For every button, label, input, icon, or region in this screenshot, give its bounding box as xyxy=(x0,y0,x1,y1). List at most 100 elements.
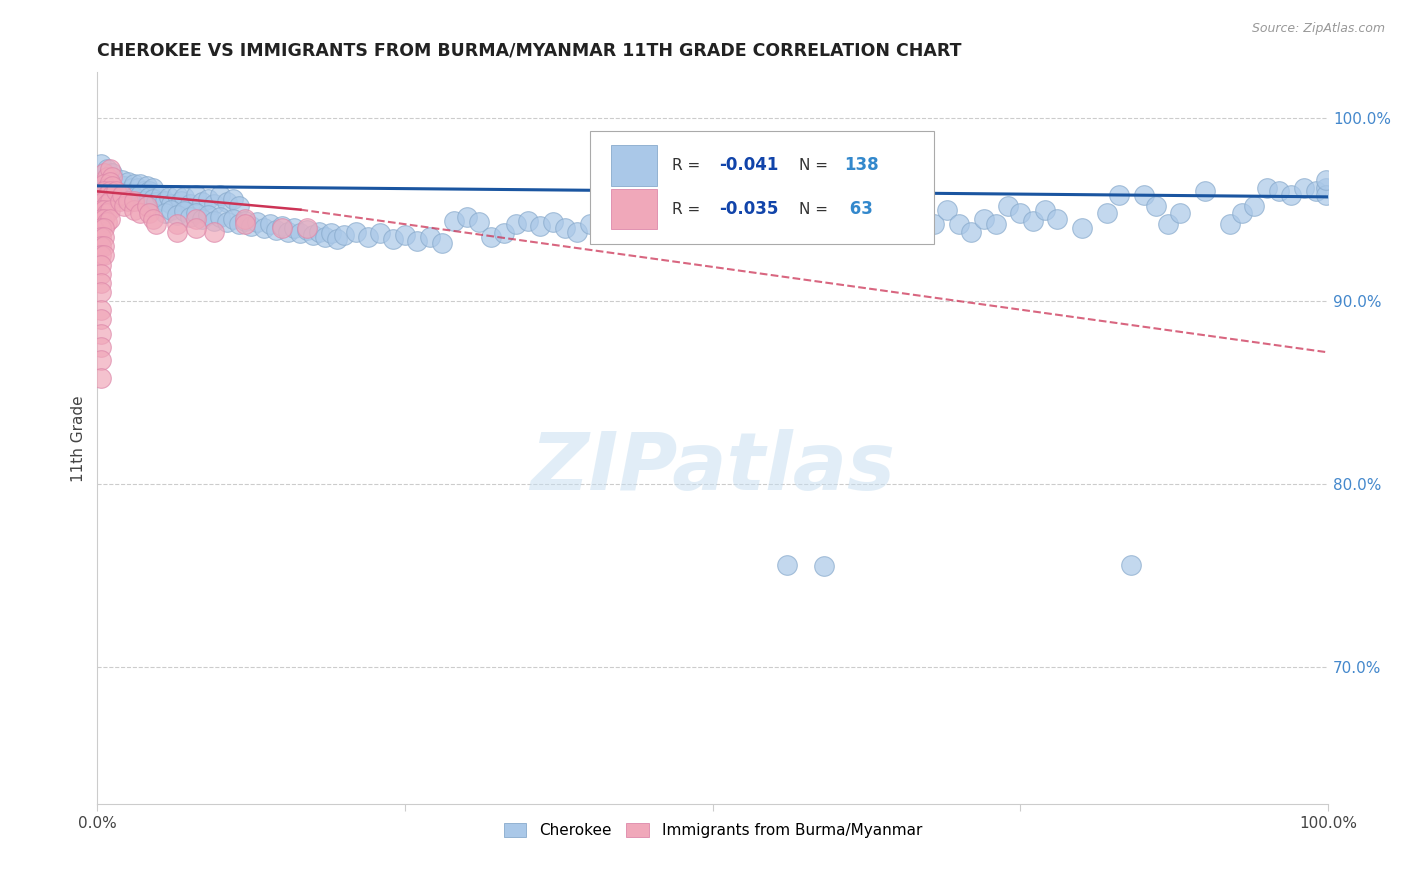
Text: ZIPatlas: ZIPatlas xyxy=(530,429,896,507)
Point xyxy=(233,213,256,227)
Point xyxy=(179,197,201,211)
Point xyxy=(129,188,152,202)
Point xyxy=(665,199,688,213)
Point xyxy=(108,180,131,194)
Point xyxy=(277,225,299,239)
Point xyxy=(419,230,441,244)
Text: N =: N = xyxy=(799,202,832,217)
Point xyxy=(145,188,167,202)
Point xyxy=(96,180,118,194)
Point xyxy=(179,210,201,224)
Point xyxy=(209,210,232,224)
Point xyxy=(290,227,312,241)
Point xyxy=(738,194,761,208)
Point xyxy=(264,223,287,237)
Point xyxy=(357,230,380,244)
Point xyxy=(96,162,118,177)
Point xyxy=(111,190,134,204)
Point xyxy=(166,188,188,202)
Point xyxy=(117,188,139,202)
Point xyxy=(90,239,112,253)
Point xyxy=(301,228,323,243)
Point xyxy=(1256,180,1278,194)
Point xyxy=(111,173,134,187)
Point xyxy=(479,230,502,244)
Point xyxy=(862,211,884,226)
Point xyxy=(184,206,207,220)
Point xyxy=(1033,202,1056,217)
Point xyxy=(1170,206,1192,220)
Point xyxy=(997,199,1019,213)
Point xyxy=(96,188,118,202)
FancyBboxPatch shape xyxy=(610,189,658,229)
Point xyxy=(142,211,165,226)
Point xyxy=(93,166,115,180)
Point xyxy=(112,178,135,193)
Point xyxy=(1315,180,1337,194)
Point xyxy=(90,221,112,235)
Point xyxy=(166,225,188,239)
Point xyxy=(93,211,115,226)
Point xyxy=(101,188,124,202)
Point xyxy=(166,217,188,231)
Point xyxy=(824,217,846,231)
Point xyxy=(96,169,118,184)
Point xyxy=(202,197,225,211)
Point xyxy=(308,225,330,239)
Point xyxy=(197,192,219,206)
Point xyxy=(1046,211,1069,226)
Point xyxy=(960,225,983,239)
Point xyxy=(813,559,835,574)
Point xyxy=(96,215,118,229)
Point xyxy=(430,235,453,250)
Point xyxy=(142,192,165,206)
Point xyxy=(101,178,124,193)
Point xyxy=(184,211,207,226)
Point xyxy=(96,197,118,211)
Point xyxy=(129,206,152,220)
Point xyxy=(1132,188,1154,202)
Point xyxy=(751,211,773,226)
Point xyxy=(222,192,245,206)
Point xyxy=(1292,180,1315,194)
Point xyxy=(90,202,112,217)
Point xyxy=(541,215,564,229)
Point xyxy=(170,194,193,208)
Point xyxy=(603,219,626,234)
Point xyxy=(93,230,115,244)
Point xyxy=(326,232,349,246)
Point xyxy=(103,178,125,193)
Point xyxy=(1095,206,1118,220)
Point xyxy=(108,194,131,208)
Point xyxy=(111,188,134,202)
Point xyxy=(93,177,115,191)
Point xyxy=(283,221,305,235)
Point xyxy=(98,162,121,177)
Point xyxy=(98,202,121,217)
Point xyxy=(173,204,195,219)
Point xyxy=(215,215,238,229)
Point xyxy=(90,327,112,342)
Point xyxy=(98,185,121,199)
Point xyxy=(184,188,207,202)
Point xyxy=(259,217,281,231)
Point xyxy=(101,169,124,184)
Point xyxy=(93,248,115,262)
Point xyxy=(849,225,872,239)
Point xyxy=(124,194,146,208)
Point xyxy=(1279,188,1302,202)
Point xyxy=(90,180,112,194)
Point xyxy=(689,188,711,202)
Point xyxy=(1071,221,1094,235)
Point xyxy=(93,175,115,189)
Point xyxy=(90,258,112,272)
Point xyxy=(1243,199,1265,213)
Point xyxy=(1022,213,1045,227)
Point xyxy=(652,225,675,239)
Point xyxy=(129,177,152,191)
Point xyxy=(443,213,465,227)
Point xyxy=(124,202,146,217)
Point xyxy=(90,312,112,326)
Point xyxy=(295,221,318,235)
Text: R =: R = xyxy=(672,158,706,173)
